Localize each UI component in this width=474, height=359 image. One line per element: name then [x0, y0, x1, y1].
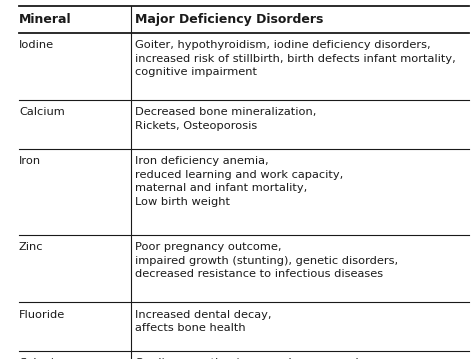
Text: Increased dental decay,
affects bone health: Increased dental decay, affects bone hea… — [135, 309, 272, 333]
Text: Zinc: Zinc — [19, 242, 44, 252]
Text: Iodine: Iodine — [19, 40, 54, 50]
Text: Calcium: Calcium — [19, 107, 65, 117]
Text: Mineral: Mineral — [19, 13, 72, 25]
Text: Goiter, hypothyroidism, iodine deficiency disorders,
increased risk of stillbirt: Goiter, hypothyroidism, iodine deficienc… — [135, 40, 456, 77]
Text: Poor pregnancy outcome,
impaired growth (stunting), genetic disorders,
decreased: Poor pregnancy outcome, impaired growth … — [135, 242, 398, 279]
Text: Major Deficiency Disorders: Major Deficiency Disorders — [135, 13, 323, 25]
Text: Decreased bone mineralization,
Rickets, Osteoporosis: Decreased bone mineralization, Rickets, … — [135, 107, 317, 131]
Text: Selenium: Selenium — [19, 358, 72, 359]
Text: Iron deficiency anemia,
reduced learning and work capacity,
maternal and infant : Iron deficiency anemia, reduced learning… — [135, 156, 343, 207]
Text: Iron: Iron — [19, 156, 41, 166]
Text: Cardiomyopathy, increased cancer and
cardiovascular risk: Cardiomyopathy, increased cancer and car… — [135, 358, 359, 359]
Text: Fluoride: Fluoride — [19, 309, 65, 320]
